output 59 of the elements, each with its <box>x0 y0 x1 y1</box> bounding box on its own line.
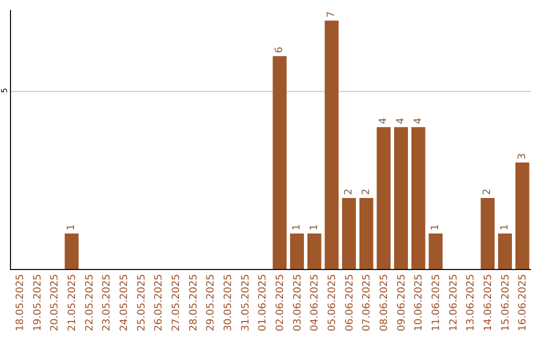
data-label: 1 <box>430 224 442 231</box>
x-tick-label: 05.06.2025 <box>326 274 338 332</box>
x-tick-label: 14.06.2025 <box>482 274 494 332</box>
bar <box>394 127 408 269</box>
y-tick-label: 5 <box>0 88 9 93</box>
x-tick-label: 27.05.2025 <box>170 274 182 332</box>
x-tick-label: 10.06.2025 <box>414 274 425 332</box>
x-tick-label: 29.05.2025 <box>206 274 217 332</box>
x-tick-label: 09.06.2025 <box>396 274 408 332</box>
x-tick-label: 16.06.2025 <box>518 274 529 332</box>
data-label: 2 <box>360 188 372 196</box>
x-tick-label: 25.05.2025 <box>136 274 148 332</box>
bar <box>290 234 304 269</box>
x-tick-label: 30.05.2025 <box>222 274 234 332</box>
x-tick-label: 12.06.2025 <box>448 274 460 332</box>
x-tick-label: 04.06.2025 <box>310 274 321 332</box>
bar <box>411 127 426 269</box>
bar <box>480 198 495 269</box>
data-label: 1 <box>66 224 78 231</box>
bar <box>342 198 356 269</box>
x-tick-label: 31.05.2025 <box>240 274 252 332</box>
bar <box>272 56 287 269</box>
x-tick-label: 21.05.2025 <box>66 274 78 332</box>
data-label: 4 <box>378 118 390 124</box>
x-tick-label: 01.06.2025 <box>258 274 269 332</box>
x-tick-label: 07.06.2025 <box>362 274 373 332</box>
x-tick-label: 28.05.2025 <box>188 274 200 332</box>
x-tick-label: 20.05.2025 <box>50 274 61 332</box>
data-label: 2 <box>344 188 354 196</box>
x-tick-label: 06.06.2025 <box>344 274 356 332</box>
bar <box>64 234 79 269</box>
data-label: 4 <box>412 118 424 124</box>
x-tick-label: 03.06.2025 <box>292 274 304 332</box>
x-tick-label: 23.05.2025 <box>102 274 113 332</box>
bar <box>324 20 339 269</box>
x-tick-label: 24.05.2025 <box>118 274 130 332</box>
x-tick-label: 22.05.2025 <box>84 274 96 332</box>
data-label: 1 <box>500 224 510 231</box>
x-tick-label: 15.06.2025 <box>500 274 512 332</box>
data-label: 1 <box>308 224 320 231</box>
x-tick-label: 08.06.2025 <box>378 274 390 332</box>
bar <box>307 234 322 269</box>
data-label: 1 <box>292 224 302 231</box>
x-tick-label: 18.05.2025 <box>14 274 26 332</box>
bar <box>498 234 512 269</box>
data-label: 4 <box>396 118 406 124</box>
x-tick-label: 26.05.2025 <box>154 274 165 332</box>
data-label: 7 <box>326 11 338 18</box>
bar <box>428 234 443 269</box>
bar <box>515 162 530 269</box>
bar <box>376 127 391 269</box>
x-tick-label: 13.06.2025 <box>466 274 477 332</box>
data-label: 3 <box>516 153 528 160</box>
x-tick-label: 19.05.2025 <box>32 274 44 332</box>
data-label: 6 <box>274 46 286 54</box>
data-label: 2 <box>482 188 494 196</box>
x-tick-label: 02.06.2025 <box>274 274 286 332</box>
bar <box>359 198 374 269</box>
x-tick-label: 11.06.2025 <box>430 274 442 332</box>
